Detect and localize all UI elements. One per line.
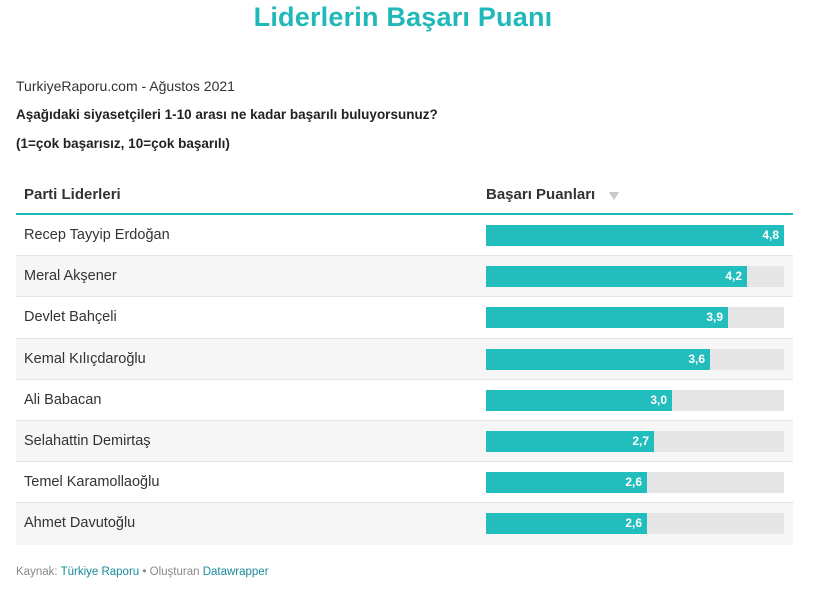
footer-made-with-label: Oluşturan (149, 566, 200, 578)
leader-name: Temel Karamollaoğlu (24, 474, 160, 491)
leader-name: Selahattin Demirtaş (24, 432, 151, 449)
footer: Kaynak: Türkiye Raporu • Oluşturan Dataw… (16, 566, 269, 578)
score-value-label: 4,8 (762, 228, 779, 242)
score-value-label: 3,9 (706, 310, 723, 325)
scale-note: (1=çok başarısız, 10=çok başarılı) (16, 136, 230, 151)
bar-track: 2,7 (486, 430, 784, 452)
score-value-label: 4,2 (725, 269, 742, 284)
table-row: Recep Tayyip Erdoğan 4,8 (16, 215, 793, 257)
table-row: Meral Akşener 4,2 (16, 256, 793, 298)
table-row: Temel Karamollaoğlu 2,6 (16, 462, 793, 504)
score-bar (486, 348, 710, 370)
table-body: Recep Tayyip Erdoğan 4,8 Meral Akşener 4,2 D… (16, 215, 793, 545)
bar-track: 3,0 (486, 389, 784, 411)
table-row: Devlet Bahçeli 3,9 (16, 297, 793, 339)
score-bar (486, 472, 647, 494)
footer-separator: • (142, 566, 147, 578)
bar-track: 2,6 (486, 472, 784, 494)
score-table: Parti Liderleri Başarı Puanları Recep Ta… (16, 172, 793, 545)
footer-source-link[interactable]: Türkiye Raporu (60, 566, 140, 578)
leader-name: Recep Tayyip Erdoğan (24, 227, 170, 243)
score-bar (486, 389, 672, 411)
score-value-label: 2,7 (632, 433, 649, 448)
leader-name: Kemal Kılıçdaroğlu (24, 350, 146, 367)
table-row: Selahattin Demirtaş 2,7 (16, 420, 793, 463)
column-header-scores-label: Başarı Puanları (486, 186, 596, 203)
table-header: Parti Liderleri Başarı Puanları (16, 172, 793, 215)
footer-datawrapper-link[interactable]: Datawrapper (202, 566, 269, 578)
chart-title: Liderlerin Başarı Puanı (253, 2, 553, 32)
bar-track: 4,8 (486, 225, 784, 246)
table-row: Ali Babacan 3,0 (16, 380, 793, 421)
score-value-label: 2,6 (625, 475, 642, 490)
bar-track: 3,6 (486, 348, 784, 370)
survey-question: Aşağıdaki siyasetçileri 1-10 arası ne ka… (16, 107, 438, 122)
footer-source-label: Kaynak: (16, 566, 58, 578)
score-bar (486, 430, 654, 452)
leader-name: Ali Babacan (24, 391, 102, 408)
table-row: Kemal Kılıçdaroğlu 3,6 (16, 338, 793, 380)
source-line: TurkiyeRaporu.com - Ağustos 2021 (16, 78, 235, 94)
leader-name: Meral Akşener (24, 268, 117, 285)
bar-track: 4,2 (486, 266, 784, 288)
bar-track: 2,6 (486, 513, 784, 535)
column-header-leaders[interactable]: Parti Liderleri (24, 186, 121, 203)
score-bar (486, 513, 647, 535)
leader-name: Ahmet Davutoğlu (24, 515, 136, 532)
table-row: Ahmet Davutoğlu 2,6 (16, 503, 793, 545)
score-bar (486, 266, 747, 288)
leader-name: Devlet Bahçeli (24, 309, 117, 326)
sort-down-icon[interactable] (609, 191, 620, 200)
bar-track: 3,9 (486, 307, 784, 329)
score-value-label: 3,6 (688, 351, 705, 366)
column-header-scores[interactable]: Başarı Puanları (486, 186, 620, 203)
score-bar (486, 225, 784, 246)
score-value-label: 3,0 (650, 392, 667, 407)
score-value-label: 2,6 (625, 516, 642, 531)
score-bar (486, 307, 728, 329)
